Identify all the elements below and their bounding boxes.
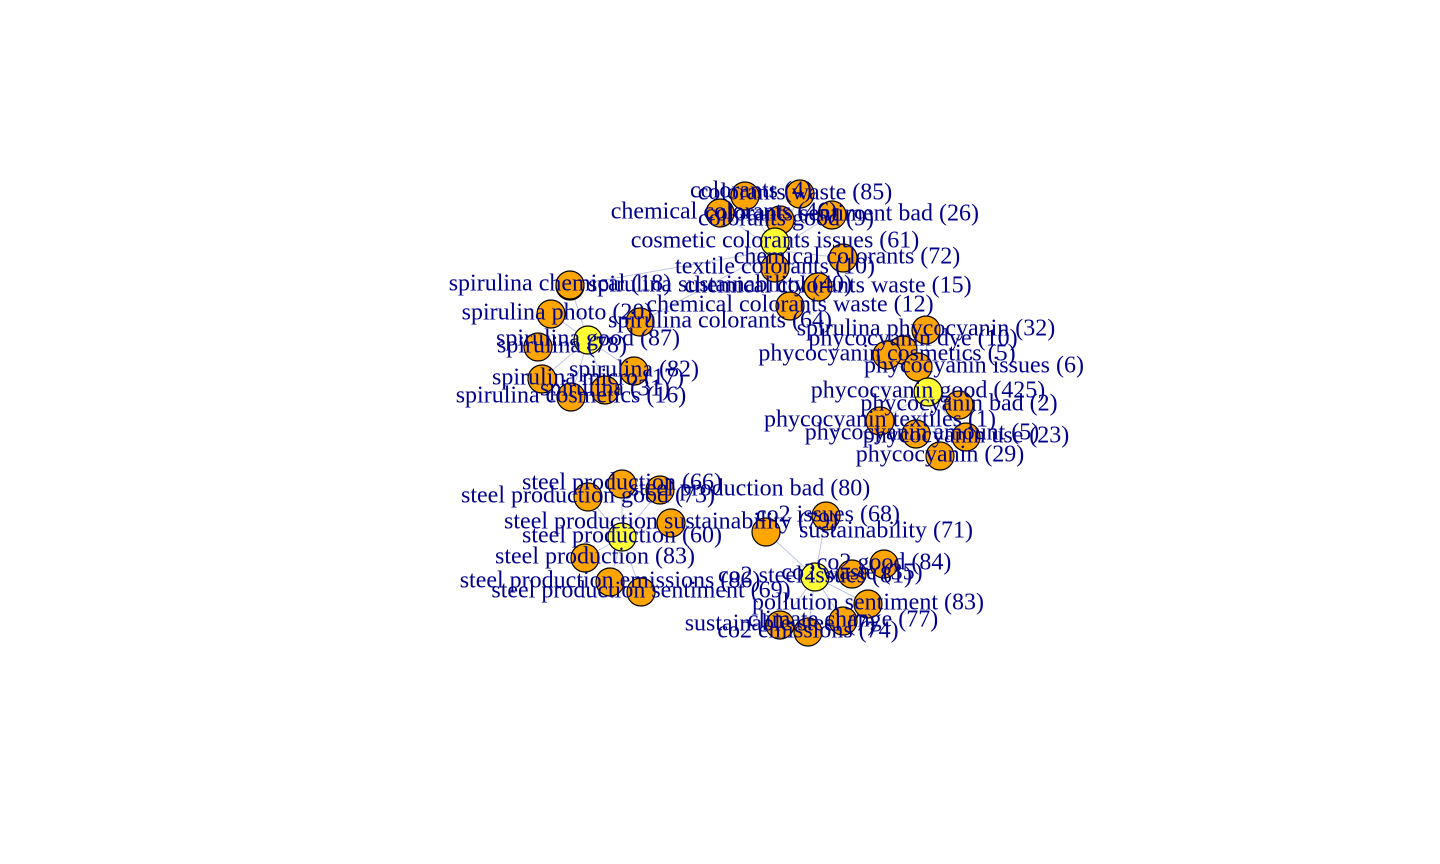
node-label: co2 steel issues (81)	[718, 563, 912, 589]
node-label: spirulina sustainability (40)	[588, 272, 852, 298]
node-label: phycocyanin (29)	[856, 442, 1025, 468]
graph-node-chemical-colorants-waste-12	[775, 291, 805, 321]
graph-node-phycocyanin-amount-5	[901, 419, 931, 449]
node-label: steel production (60)	[522, 523, 722, 549]
graph-node-spirulina-photo-20	[536, 299, 566, 329]
node-label: phycocyanin bad (2)	[860, 391, 1057, 417]
node-label: steel production sentiment (69)	[491, 578, 790, 604]
graph-node-pollution-sentiment-83	[853, 589, 883, 619]
graph-node-co2-emissions-74	[793, 617, 823, 647]
graph-node-spirulina-colorants-64	[625, 307, 655, 337]
graph-node-spirulina-micro-17	[527, 364, 557, 394]
graph-node-co2-waste-35	[837, 559, 867, 589]
graph-node-phycocyanin-cosmetics-5	[872, 340, 902, 370]
node-label: co2 waste (35)	[781, 560, 922, 586]
node-label: steel production emissions (86)	[460, 568, 761, 594]
node-label: spirulina (82)	[569, 357, 699, 383]
node-label: colorants good (9)	[698, 206, 874, 232]
graph-node-steel-production-emissions-86	[595, 567, 625, 597]
node-label: sustainable steel (7)	[685, 611, 876, 637]
node-label: co2 issues (68)	[756, 502, 900, 528]
graph-node-sustainability-71	[751, 517, 781, 547]
hub-node-steel-production-60	[607, 522, 637, 552]
graph-node-phycocyanin-bad-2	[944, 390, 974, 420]
node-label: chemical colorants (72)	[734, 244, 961, 270]
graph-node-chemical-colorants-72	[828, 243, 858, 273]
graph-node-steel-production-sentiment-69	[626, 577, 656, 607]
graph-node-chemical-colorants-46	[705, 198, 735, 228]
graph-node-chemical-colorants-waste-15	[803, 272, 833, 302]
graph-node-textile-colorants-10	[760, 253, 790, 283]
node-label: phycocyanin dye (10)	[808, 326, 1017, 352]
graph-node-phycocyanin-issues-6	[903, 352, 933, 382]
graph-node-steel-production-66	[607, 469, 637, 499]
node-label: colorants sentiment bad (26)	[705, 201, 979, 227]
graph-node-steel-production-good-73	[573, 482, 603, 512]
node-label: spirulina (78)	[497, 333, 627, 359]
graph-node-steel-production-bad-80	[645, 475, 675, 505]
node-label: chemical colorants waste (12)	[646, 292, 933, 318]
node-label: spirulina good (87)	[496, 326, 680, 352]
node-label: steel production (83)	[495, 544, 695, 570]
graph-node-phycocyanin-29	[925, 441, 955, 471]
graph-node-spirulina-cosmetics-16	[556, 382, 586, 412]
graph-node-spirulina-31	[590, 375, 620, 405]
graph-node-steel-production-83	[570, 543, 600, 573]
node-label: sustainability (71)	[799, 518, 973, 544]
graph-edge	[569, 249, 776, 287]
node-label: co2 emissions (74)	[717, 618, 898, 644]
node-label: chemical colorants (46)	[611, 199, 838, 225]
node-label: phycocyanin use (23)	[863, 423, 1070, 449]
node-label: spirulina colorants (64)	[608, 308, 832, 334]
graph-node-spirulina-chemical-18	[555, 270, 585, 300]
graph-node-co2-issues-68	[811, 501, 841, 531]
node-label: colorants waste (85)	[698, 180, 893, 206]
node-label: co2 good (84)	[817, 550, 952, 576]
node-label: phycocyanin amount (5)	[805, 420, 1040, 446]
node-label: steel production sustainability (79)	[504, 509, 838, 535]
graph-node-spirulina-phycocyanin-32	[911, 315, 941, 345]
hub-node-co2-steel-issues-81	[800, 562, 830, 592]
graph-node-phycocyanin-use-23	[951, 422, 981, 452]
graph-node-climate-change-77	[828, 606, 858, 636]
node-label: pollution sentiment (83)	[752, 590, 984, 616]
graph-node-colorants-4	[730, 181, 760, 211]
graph-node-phycocyanin-textiles-1	[865, 406, 895, 436]
node-label: colorants (4)	[690, 178, 812, 204]
node-label: spirulina phycocyanin (32)	[797, 316, 1056, 342]
labels-layer: colorants waste (85)colorants (4)chemica…	[449, 178, 1084, 644]
graph-node-sustainable-steel-7	[765, 610, 795, 640]
node-label: steel production good (73)	[461, 483, 715, 509]
node-label: spirulina cosmetics (16)	[456, 383, 687, 409]
node-label: phycocyanin textiles (1)	[764, 407, 996, 433]
hub-node-spirulina-good-87	[573, 325, 603, 355]
node-label: spirulina photo (20)	[462, 300, 653, 326]
node-label: steel production (66)	[522, 470, 722, 496]
graph-node-colorants-sentiment-bad-26	[817, 200, 847, 230]
node-label: climate change (77)	[748, 607, 939, 633]
node-label: phycocyanin issues (6)	[864, 353, 1084, 379]
graph-node-steel-production-sustainability-79	[656, 508, 686, 538]
node-label: phycocyanin good (425)	[811, 378, 1046, 404]
graph-node-spirulina-82	[619, 356, 649, 386]
nodes-layer	[523, 179, 981, 647]
graph-node-co2-good-84	[869, 549, 899, 579]
graph-node-colorants-waste-85	[785, 179, 815, 209]
node-label: chemical colorants waste (15)	[684, 273, 971, 299]
node-label: phycocyanin cosmetics (5)	[758, 341, 1015, 367]
graph-edge	[639, 249, 776, 323]
node-label: steel production bad (80)	[630, 476, 871, 502]
node-label: cosmetic colorants issues (61)	[631, 228, 920, 254]
graph-node-spirulina-78	[523, 332, 553, 362]
node-label: spirulina (31)	[540, 376, 670, 402]
node-label: spirulina chemical (18)	[449, 271, 672, 297]
hub-node-phycocyanin-good-425	[913, 377, 943, 407]
node-label: textile colorants (10)	[675, 254, 875, 280]
node-label: spirulina micro (17)	[492, 365, 684, 391]
